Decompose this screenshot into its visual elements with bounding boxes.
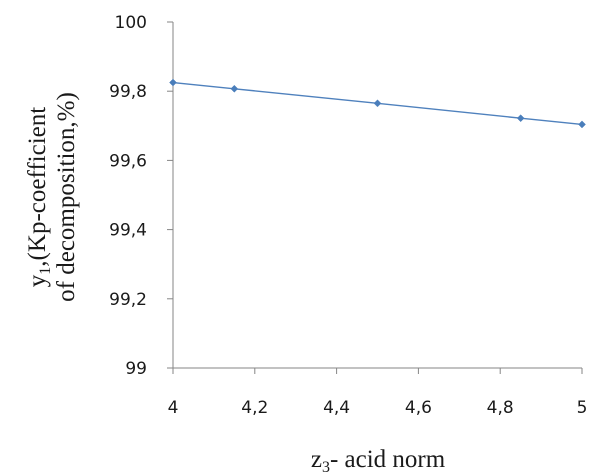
x-tick-label: 4,4 — [323, 398, 350, 418]
x-tick-label: 5 — [577, 398, 588, 418]
y-axis-title-line2: of decomposition,%) — [53, 92, 80, 302]
y-tick-label: 99,2 — [109, 290, 147, 310]
data-point-marker — [373, 99, 382, 108]
data-point-marker — [516, 114, 525, 123]
data-point-marker — [578, 120, 586, 129]
y-tick-label: 99 — [125, 359, 147, 379]
x-axis-ticks: 4 4,2 4,4 4,6 4,8 5 — [168, 368, 588, 418]
data-point-marker — [169, 78, 177, 87]
series-group — [169, 78, 586, 129]
axes — [172, 22, 582, 369]
y-tick-label: 99,8 — [109, 82, 147, 102]
y-tick-label: 100 — [115, 13, 147, 33]
y-tick-label: 99,6 — [109, 151, 147, 171]
data-point-marker — [230, 84, 239, 93]
y-axis-title-line1: y1,(Kp-coefficient — [24, 107, 54, 287]
y-axis-ticks: 99 99,2 99,4 99,6 99,8 100 — [109, 13, 173, 379]
y-tick-label: 99,4 — [109, 221, 147, 241]
x-tick-label: 4,2 — [241, 398, 268, 418]
x-tick-label: 4 — [168, 398, 179, 418]
x-tick-label: 4,6 — [405, 398, 432, 418]
y-axis-title: y1,(Kp-coefficient of decomposition,%) — [24, 92, 80, 302]
x-tick-label: 4,8 — [487, 398, 514, 418]
x-axis-title: z3- acid norm — [311, 446, 446, 474]
